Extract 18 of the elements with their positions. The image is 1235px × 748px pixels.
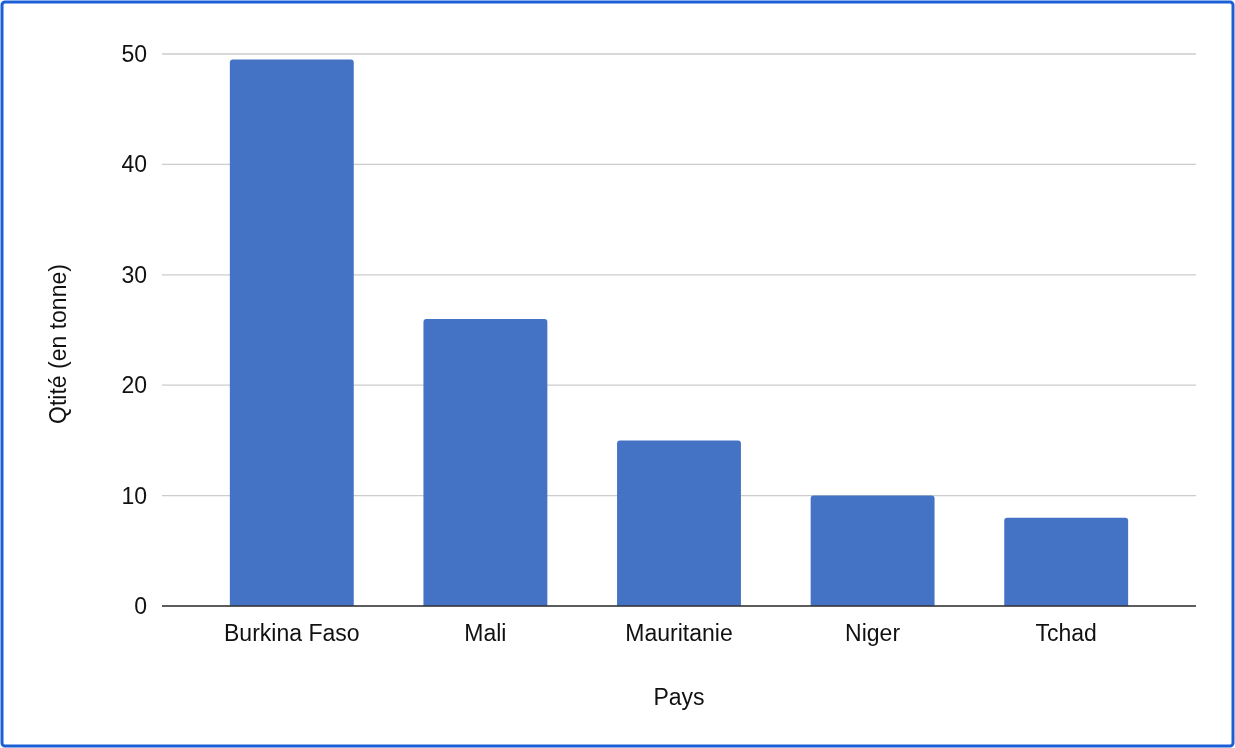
bar xyxy=(229,59,354,606)
x-tick-label: Burkina Faso xyxy=(224,620,360,646)
y-axis-title: Qtité (en tonne) xyxy=(45,264,71,424)
y-tick-label: 20 xyxy=(121,372,147,399)
bar xyxy=(423,318,548,606)
bar xyxy=(617,440,741,606)
y-tick-label: 0 xyxy=(134,593,147,620)
x-tick-label: Mali xyxy=(464,620,507,646)
x-tick-label: Mauritanie xyxy=(625,620,733,646)
bar xyxy=(810,495,935,606)
bar xyxy=(1004,517,1129,606)
x-tick-label: Niger xyxy=(845,620,901,646)
x-axis-title: Pays xyxy=(653,684,705,710)
y-tick-label: 50 xyxy=(121,41,147,68)
y-tick-label: 10 xyxy=(121,482,147,509)
x-tick-label: Tchad xyxy=(1035,620,1097,646)
y-tick-label: 40 xyxy=(121,151,147,178)
y-tick-label: 30 xyxy=(121,261,147,288)
